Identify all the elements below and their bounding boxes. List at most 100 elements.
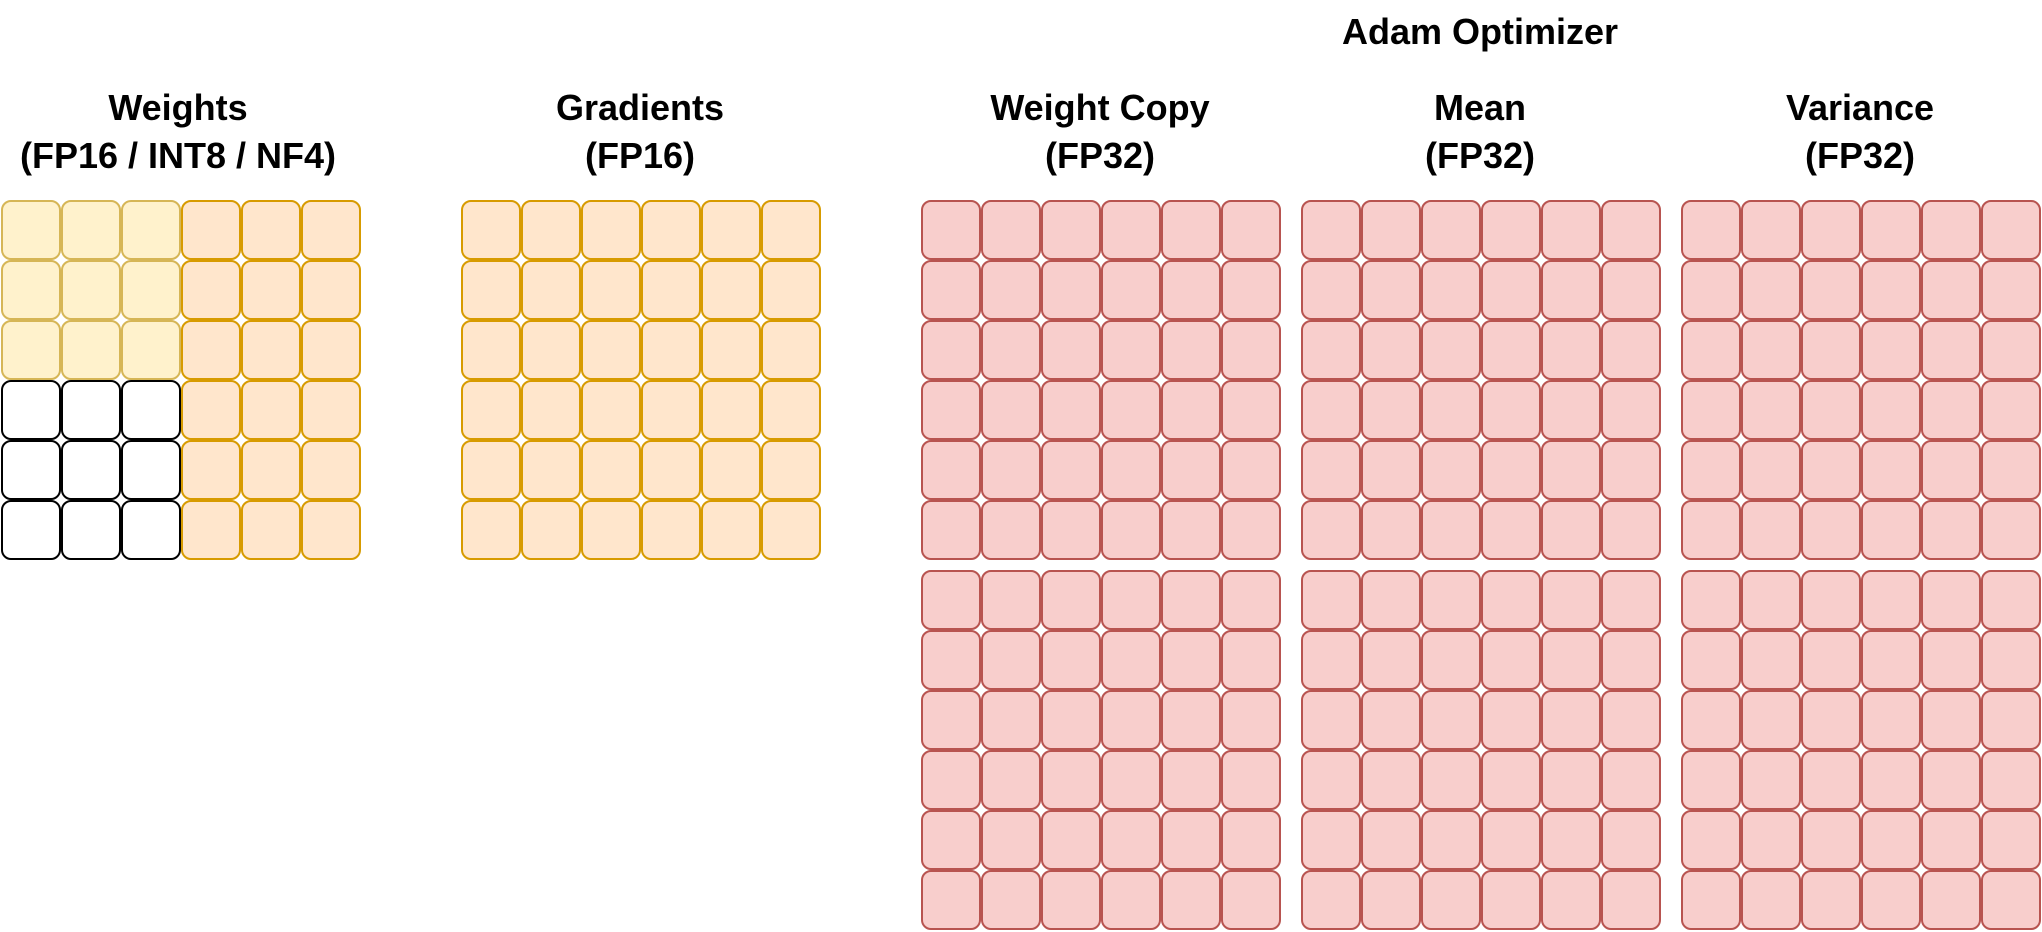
grid-cell <box>1601 870 1661 930</box>
grid-cell <box>521 260 581 320</box>
grid-cell <box>761 500 821 560</box>
grid-cell <box>1741 440 1801 500</box>
grid-cell <box>701 500 761 560</box>
grid-cell <box>981 200 1041 260</box>
grid-cell <box>1801 870 1861 930</box>
grid-cell <box>1741 870 1801 930</box>
grid-cell <box>1681 200 1741 260</box>
grid-cell <box>1301 200 1361 260</box>
grid-cell <box>521 380 581 440</box>
grid-cell <box>981 690 1041 750</box>
grid-cell <box>1361 380 1421 440</box>
grid-cell <box>1861 690 1921 750</box>
grid-cell <box>921 750 981 810</box>
grid-cell <box>181 380 241 440</box>
grid-cell <box>1741 630 1801 690</box>
grid-cell <box>1861 570 1921 630</box>
grid-cell <box>181 320 241 380</box>
grid-cell <box>1981 630 2041 690</box>
grid-cell <box>1421 260 1481 320</box>
grid-cell <box>1361 200 1421 260</box>
grid-cell <box>1481 260 1541 320</box>
grid-cell <box>1541 810 1601 870</box>
grid-cell <box>1101 630 1161 690</box>
grid-cell <box>1101 440 1161 500</box>
grid-cell <box>1161 260 1221 320</box>
grid-cell <box>641 380 701 440</box>
grid-cell <box>1421 380 1481 440</box>
grid-cell <box>641 200 701 260</box>
weights-title-line2: (FP16 / INT8 / NF4) <box>19 135 337 176</box>
grid-cell <box>1681 810 1741 870</box>
grid-cell <box>1481 200 1541 260</box>
grid-cell <box>121 500 181 560</box>
grid-cell <box>1861 870 1921 930</box>
grid-cell <box>1481 500 1541 560</box>
grid-cell <box>1801 440 1861 500</box>
grid-cell <box>1361 870 1421 930</box>
grid-cell <box>1681 320 1741 380</box>
grid-cell <box>641 500 701 560</box>
grid-cell <box>461 320 521 380</box>
grid-cell <box>1601 200 1661 260</box>
grid-cell <box>1541 500 1601 560</box>
grid-cell <box>181 200 241 260</box>
grid-cell <box>921 570 981 630</box>
grid-cell <box>1981 570 2041 630</box>
grid-cell <box>1801 630 1861 690</box>
grid-cell <box>1361 750 1421 810</box>
grid-cell <box>701 200 761 260</box>
grid-cell <box>1921 870 1981 930</box>
grid-cell <box>121 320 181 380</box>
grid-cell <box>1541 630 1601 690</box>
grid-cell <box>1541 380 1601 440</box>
weights-title: Weights (FP16 / INT8 / NF4) <box>0 84 356 180</box>
grid-cell <box>981 500 1041 560</box>
grid-cell <box>1801 810 1861 870</box>
grid-cell <box>1361 690 1421 750</box>
grid-cell <box>1101 260 1161 320</box>
variance-title-line1: Variance <box>1785 87 1935 128</box>
grid-cell <box>1541 260 1601 320</box>
grid-cell <box>461 440 521 500</box>
grid-cell <box>921 810 981 870</box>
grid-cell <box>581 380 641 440</box>
grid-cell <box>1161 200 1221 260</box>
grid-cell <box>1421 320 1481 380</box>
gradients-title-line2: (FP16) <box>584 135 696 176</box>
grid-cell <box>921 870 981 930</box>
grid-cell <box>1681 750 1741 810</box>
grid-cell <box>921 630 981 690</box>
weights-title-line1: Weights <box>108 87 248 128</box>
grid-cell <box>1 500 61 560</box>
grid-cell <box>1161 630 1221 690</box>
grid-cell <box>1221 630 1281 690</box>
grid-cell <box>1481 630 1541 690</box>
grid-cell <box>1541 200 1601 260</box>
grid-cell <box>1041 750 1101 810</box>
grid-cell <box>1421 200 1481 260</box>
grid-cell <box>1221 440 1281 500</box>
grid-cell <box>1681 380 1741 440</box>
grid-cell <box>1681 260 1741 320</box>
grid-cell <box>1481 320 1541 380</box>
grid-cell <box>1861 260 1921 320</box>
grid-cell <box>641 320 701 380</box>
grid-cell <box>301 500 361 560</box>
grid-cell <box>761 320 821 380</box>
grid-cell <box>581 320 641 380</box>
grid-cell <box>1981 870 2041 930</box>
grid-cell <box>1 260 61 320</box>
grid-cell <box>761 200 821 260</box>
grid-cell <box>1861 440 1921 500</box>
grid-cell <box>1 200 61 260</box>
grid-cell <box>1301 500 1361 560</box>
grid-cell <box>1921 440 1981 500</box>
grid-cell <box>641 440 701 500</box>
grid-cell <box>981 320 1041 380</box>
grid-cell <box>1601 630 1661 690</box>
grid-cell <box>1601 570 1661 630</box>
grid-cell <box>241 500 301 560</box>
grid-cell <box>1921 630 1981 690</box>
grid-cell <box>1101 320 1161 380</box>
